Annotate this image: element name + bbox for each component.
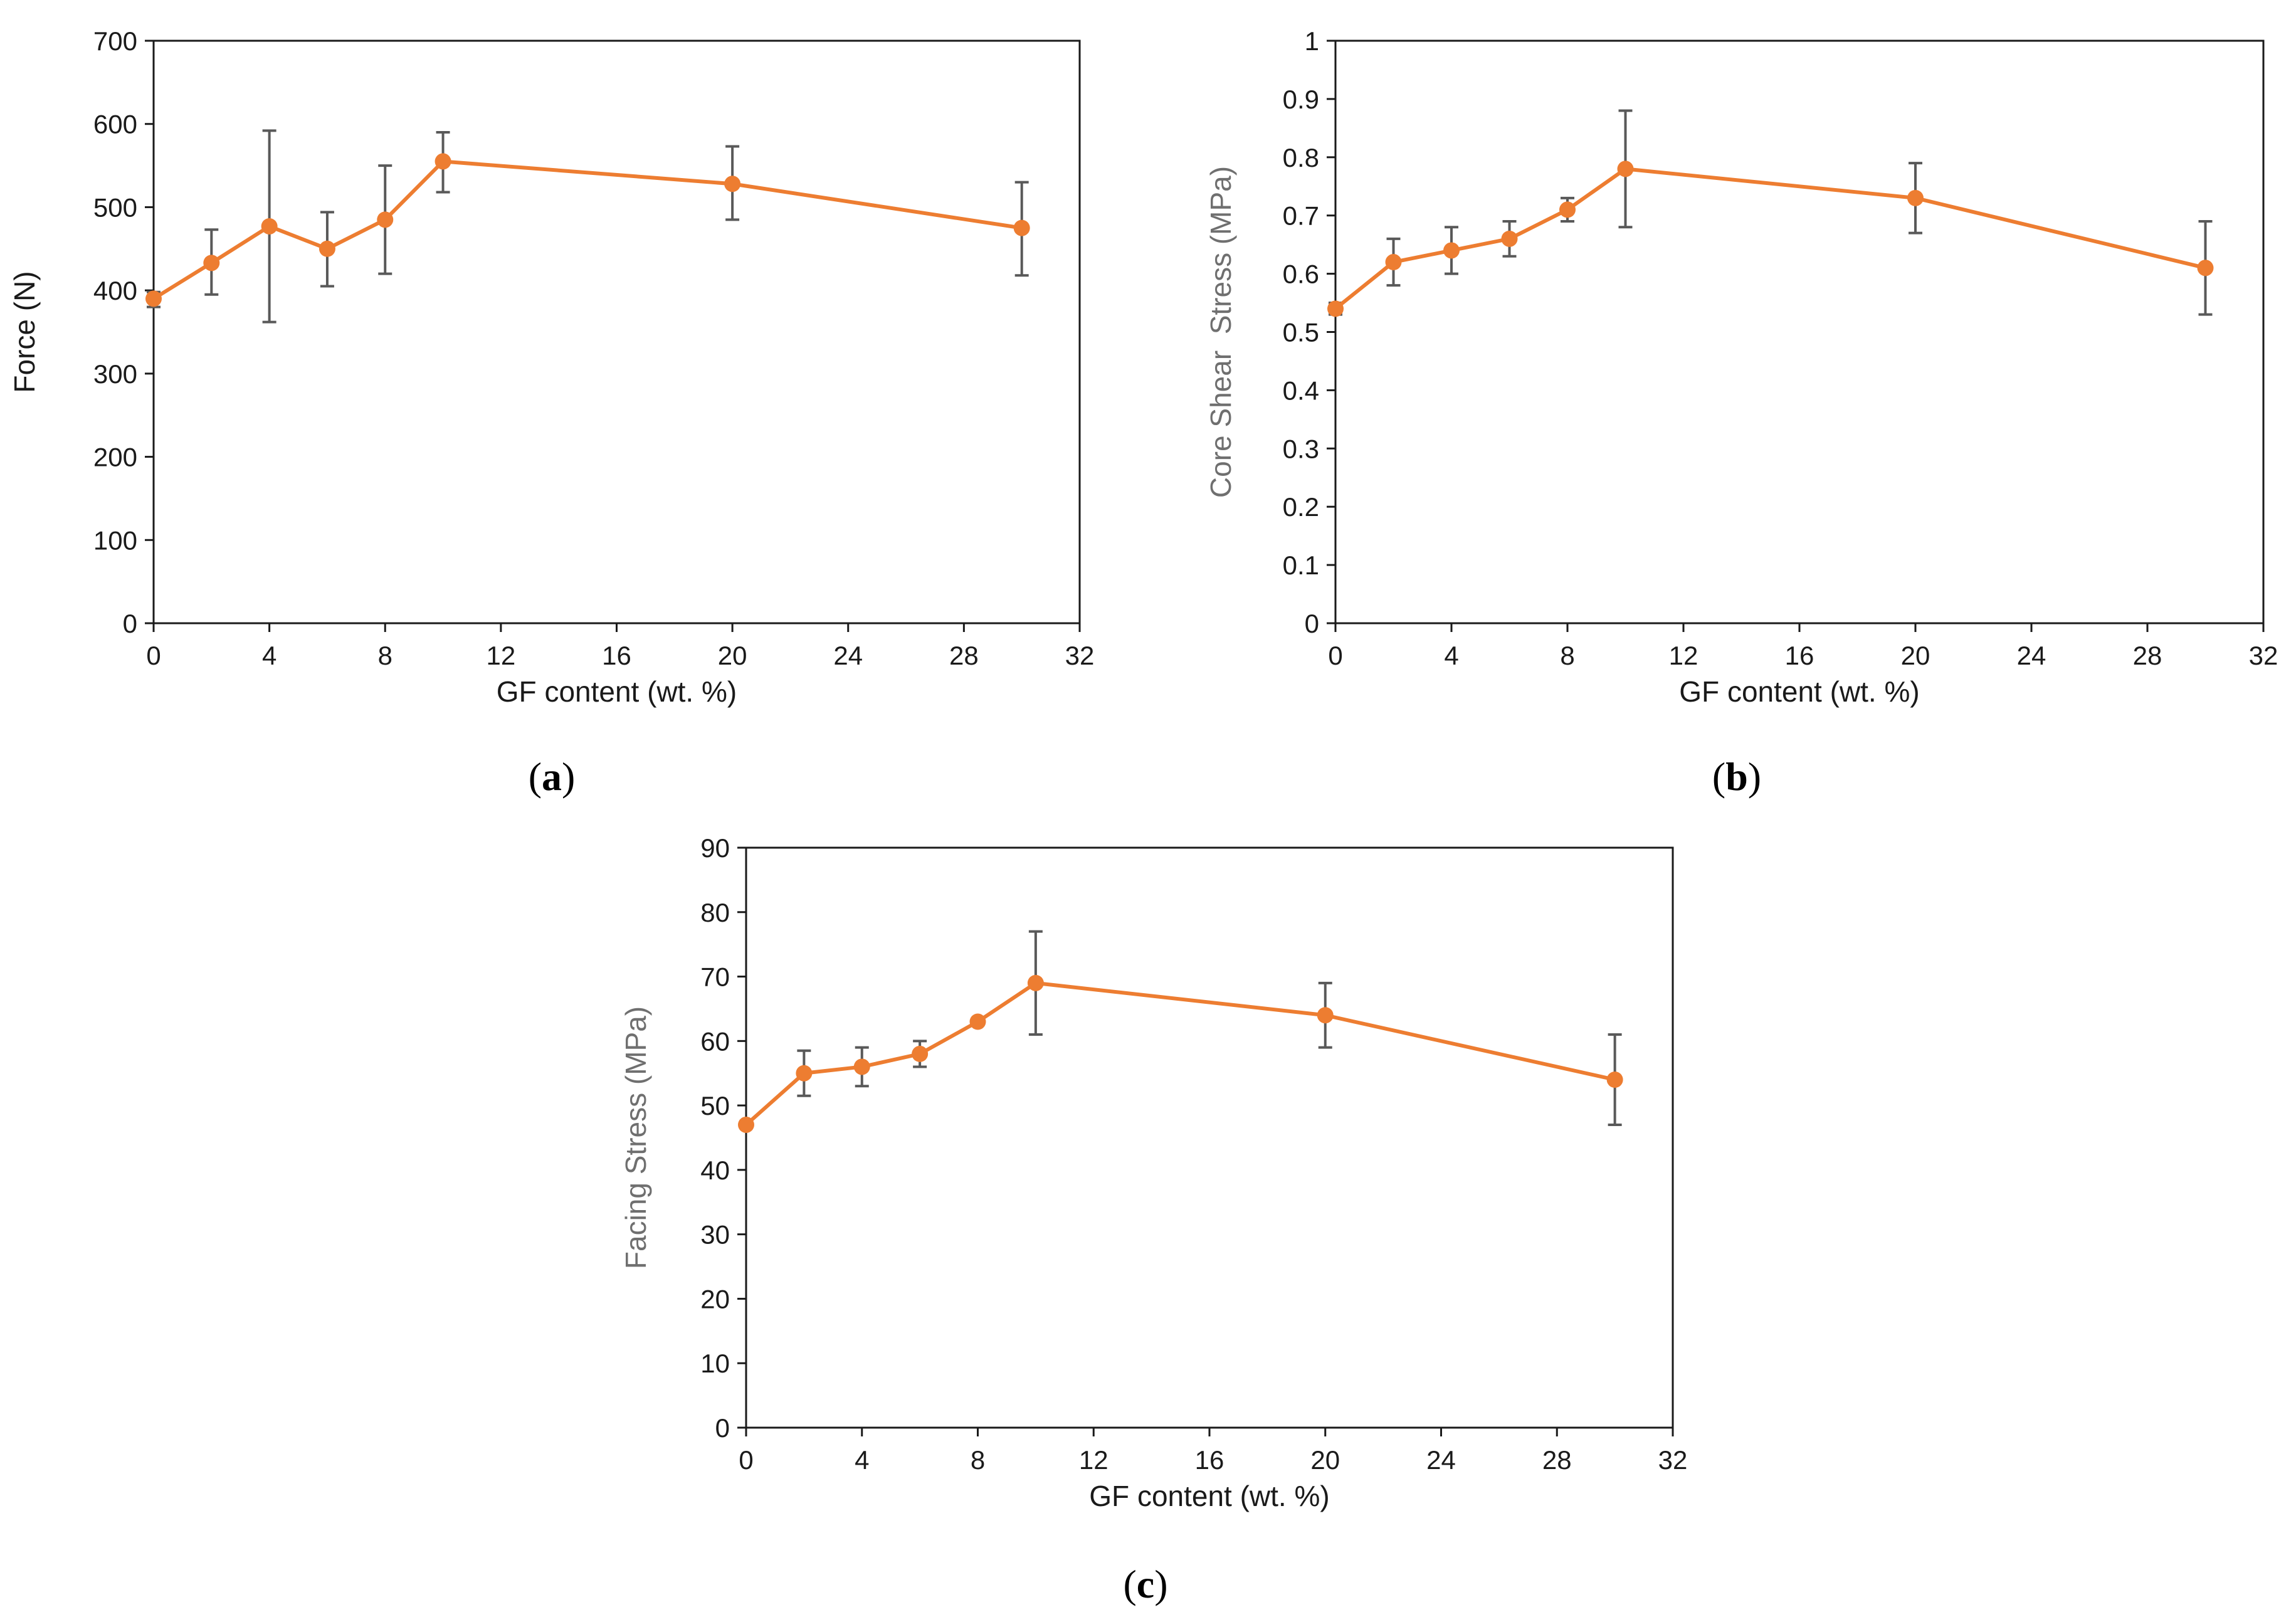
x-tick-label: 4 xyxy=(855,1445,869,1475)
x-tick-label: 28 xyxy=(2133,641,2162,670)
y-tick-label: 20 xyxy=(700,1284,730,1314)
data-point xyxy=(2197,260,2214,277)
y-tick-label: 0.4 xyxy=(1283,376,1319,405)
series-line xyxy=(745,981,1616,1127)
y-tick-label: 60 xyxy=(700,1026,730,1056)
y-tick-label: 80 xyxy=(700,898,730,927)
data-point xyxy=(1501,230,1518,247)
y-tick-label: 0 xyxy=(123,609,137,638)
x-tick-label: 4 xyxy=(262,641,276,670)
x-tick-label: 24 xyxy=(833,641,863,670)
data-point xyxy=(1617,161,1634,177)
y-tick-label: 600 xyxy=(93,110,137,139)
y-tick-label: 0.2 xyxy=(1283,492,1319,522)
data-point xyxy=(145,290,162,307)
chart-panel-b: 0 0.1 0.2 0.3 0.4 0.5 0.6 0.7 0.8 0.9 1 0 4 8 12 16 20 24… xyxy=(1204,26,2278,799)
data-point xyxy=(1013,219,1030,236)
data-point xyxy=(724,176,741,192)
data-point xyxy=(377,211,394,228)
data-point xyxy=(1327,300,1344,317)
y-tick-label: 0 xyxy=(715,1413,730,1443)
data-point xyxy=(738,1116,754,1133)
x-tick-label: 0 xyxy=(146,641,161,670)
x-axis-title: GF content (wt. %) xyxy=(497,675,737,708)
data-point xyxy=(853,1058,870,1075)
x-tick-label: 20 xyxy=(1310,1445,1340,1475)
x-tick-label: 0 xyxy=(739,1445,753,1475)
plot-area xyxy=(745,846,1674,1429)
y-tick-label: 200 xyxy=(93,443,137,472)
y-tick-label: 300 xyxy=(93,359,137,389)
x-axis-title: GF content (wt. %) xyxy=(1679,675,1919,708)
y-tick-label: 700 xyxy=(93,26,137,56)
data-point xyxy=(434,153,451,170)
y-tick-label: 0.7 xyxy=(1283,201,1319,231)
panel-label: (c) xyxy=(1123,1562,1167,1606)
x-tick-label: 28 xyxy=(1542,1445,1572,1475)
x-tick-label: 0 xyxy=(1328,641,1342,670)
x-tick-label: 20 xyxy=(1901,641,1930,670)
y-tick-label: 90 xyxy=(700,833,730,863)
x-tick-label: 12 xyxy=(1669,641,1698,670)
data-point xyxy=(912,1045,929,1062)
x-tick-label: 8 xyxy=(971,1445,985,1475)
x-tick-label: 32 xyxy=(2249,641,2278,670)
x-tick-label: 24 xyxy=(2017,641,2046,670)
data-point xyxy=(969,1013,986,1030)
y-tick-label: 500 xyxy=(93,192,137,222)
y-tick-label: 400 xyxy=(93,276,137,305)
y-tick-label: 70 xyxy=(700,962,730,992)
x-tick-label: 16 xyxy=(1195,1445,1224,1475)
y-axis-title: Core Shear Stress (MPa) xyxy=(1204,166,1237,498)
series-line xyxy=(152,159,1023,300)
x-tick-label: 12 xyxy=(487,641,516,670)
y-tick-label: 0.1 xyxy=(1283,550,1319,580)
y-tick-label: 50 xyxy=(700,1091,730,1120)
y-tick-label: 40 xyxy=(700,1156,730,1185)
chart-panel-a: 0 100 200 300 400 500 600 700 0 4 8 12 16 20 24 28 32 GF … xyxy=(8,26,1094,799)
y-axis-title: Facing Stress (MPa) xyxy=(619,1006,652,1269)
x-tick-label: 8 xyxy=(1560,641,1574,670)
y-tick-label: 0.8 xyxy=(1283,143,1319,172)
x-tick-label: 8 xyxy=(378,641,392,670)
series-line xyxy=(1334,167,2206,310)
data-point xyxy=(1027,974,1044,991)
x-tick-label: 20 xyxy=(718,641,747,670)
y-tick-label: 1 xyxy=(1305,26,1319,56)
x-tick-label: 12 xyxy=(1079,1445,1109,1475)
x-tick-label: 4 xyxy=(1444,641,1458,670)
y-tick-label: 0.3 xyxy=(1283,434,1319,463)
plot-area xyxy=(152,40,1081,624)
data-point xyxy=(261,218,278,234)
data-point xyxy=(1559,201,1576,218)
y-tick-label: 10 xyxy=(700,1349,730,1378)
data-point xyxy=(319,240,335,257)
y-tick-label: 0.9 xyxy=(1283,85,1319,114)
data-point xyxy=(1606,1072,1623,1088)
data-point xyxy=(1317,1007,1334,1024)
y-tick-label: 0.6 xyxy=(1283,260,1319,289)
y-tick-label: 100 xyxy=(93,525,137,555)
chart-panel-c: 0 10 20 30 40 50 60 70 80 90 0 4 8 12 16 20 24 28 32 GF con… xyxy=(619,833,1687,1606)
data-point xyxy=(1443,242,1460,259)
data-point xyxy=(796,1065,813,1082)
y-tick-label: 0.5 xyxy=(1283,318,1319,347)
x-tick-label: 32 xyxy=(1065,641,1095,670)
x-tick-label: 16 xyxy=(602,641,631,670)
y-tick-label: 0 xyxy=(1305,609,1319,638)
panel-label: (b) xyxy=(1712,754,1761,799)
y-axis-title: Force (N) xyxy=(8,271,41,392)
x-tick-label: 24 xyxy=(1426,1445,1456,1475)
plot-area xyxy=(1334,40,2265,624)
x-tick-label: 28 xyxy=(949,641,979,670)
x-tick-label: 16 xyxy=(1785,641,1814,670)
x-tick-label: 32 xyxy=(1658,1445,1688,1475)
data-point xyxy=(1907,189,1924,206)
data-point xyxy=(1385,254,1402,271)
x-axis-title: GF content (wt. %) xyxy=(1089,1480,1329,1512)
y-tick-label: 30 xyxy=(700,1220,730,1250)
data-point xyxy=(203,255,220,271)
panel-label: (a) xyxy=(529,754,576,799)
